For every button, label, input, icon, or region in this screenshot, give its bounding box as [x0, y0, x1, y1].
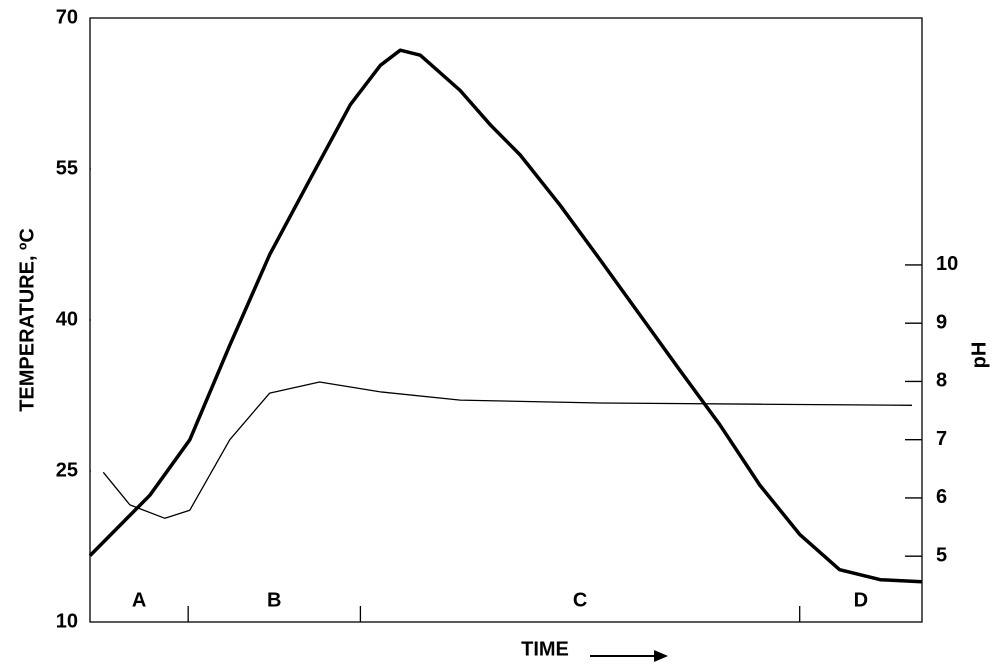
y-axis-label: TEMPERATURE, ºC [16, 228, 38, 412]
y2-axis-label: pH [968, 342, 990, 369]
phase-label: A [132, 589, 146, 611]
series-line [88, 48, 923, 584]
y2-tick-label: 7 [936, 428, 947, 450]
series-line [102, 381, 913, 519]
phase-label: C [573, 589, 587, 611]
y2-tick-label: 6 [936, 486, 947, 508]
y2-tick-label: 5 [936, 544, 947, 566]
y2-tick-label: 10 [936, 253, 958, 275]
phase-label: B [267, 589, 281, 611]
y-tick-label: 10 [56, 610, 78, 632]
time-arrow [590, 650, 668, 662]
y-tick-label: 25 [56, 459, 78, 481]
y2-tick-label: 8 [936, 370, 947, 392]
y2-tick-label: 9 [936, 311, 947, 333]
x-axis-label: TIME [521, 638, 569, 660]
y-tick-label: 70 [56, 6, 78, 28]
y-tick-label: 55 [56, 157, 78, 179]
phase-label: D [854, 589, 868, 611]
y-tick-label: 40 [56, 308, 78, 330]
